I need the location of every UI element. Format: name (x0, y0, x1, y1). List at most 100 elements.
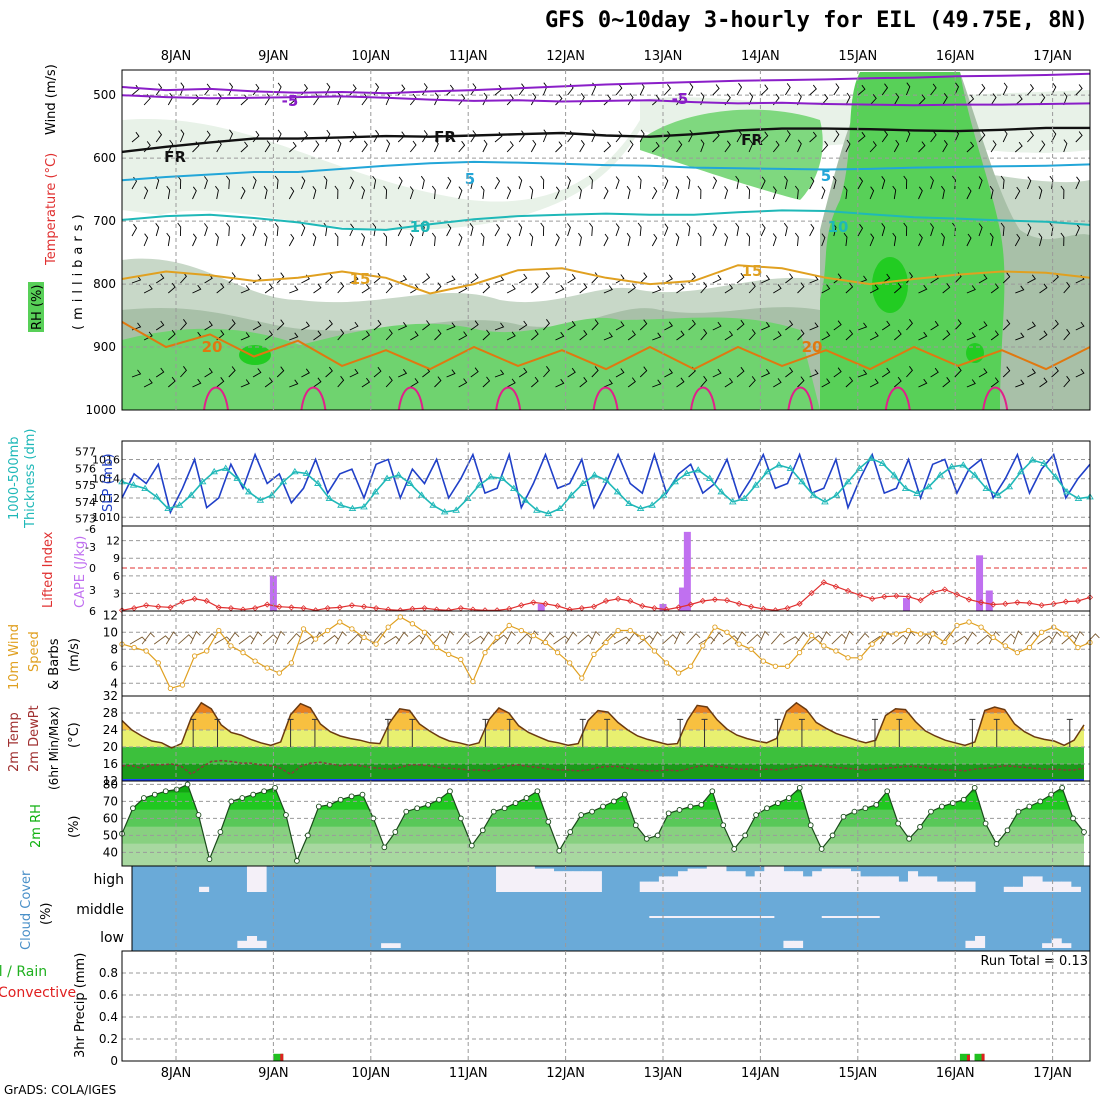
wind-barb (543, 366, 550, 378)
lifted-marker (1002, 600, 1009, 607)
wind-barb (603, 94, 612, 106)
precip-tick-label: 0.4 (99, 1010, 118, 1024)
wind-barb (797, 139, 802, 153)
isotherm-line (203, 386, 229, 411)
rh-marker (1004, 827, 1011, 834)
wind-barb (1039, 140, 1046, 153)
precip-tick-label: 0.2 (99, 1032, 118, 1046)
wind-barb (589, 175, 593, 190)
wind-barb (313, 377, 322, 388)
wind-barb (893, 139, 900, 153)
wind-barb (214, 636, 232, 645)
wind-barb (543, 319, 550, 331)
thickness-marker (809, 491, 818, 498)
wind-barb (760, 176, 766, 190)
thickness-marker (682, 469, 691, 476)
wind-barb (809, 176, 815, 190)
wind-barb (409, 140, 417, 153)
wind-barb (531, 282, 539, 294)
wind-barb (398, 275, 408, 284)
wind-barb (334, 185, 339, 200)
wind-speed-marker (784, 663, 791, 669)
rh-marker (184, 781, 191, 788)
wind-barb (361, 377, 371, 388)
rh-marker (698, 801, 705, 808)
wind-barb (240, 285, 250, 294)
wind-barb (288, 233, 295, 247)
wind-barb (1063, 328, 1071, 341)
wind-barb (458, 93, 466, 106)
wind-speed-marker (252, 658, 258, 664)
wind-barb (589, 630, 601, 645)
lifted-marker (336, 604, 343, 611)
wind-barb (893, 92, 900, 106)
wind-barb (966, 94, 975, 106)
wind-barb (761, 369, 771, 378)
date-label-bottom: 16JAN (936, 1066, 975, 1081)
wind-barb (978, 83, 986, 96)
wind-barb (180, 319, 187, 331)
thickness-marker (371, 487, 380, 495)
thickness-marker (417, 491, 426, 498)
wind-barb (480, 185, 485, 200)
rh-marker (632, 822, 639, 829)
wind-barb (143, 378, 153, 388)
cape-bar (985, 590, 993, 611)
wind-barb (746, 232, 751, 247)
wind-barb (652, 141, 660, 153)
wind-speed-marker (663, 660, 670, 666)
date-label-top: 13JAN (644, 49, 683, 64)
wind-speed-marker (579, 675, 585, 681)
wind-barb (785, 367, 794, 378)
wind-barb (398, 322, 408, 331)
wind-barb (323, 634, 339, 645)
wind-barb (664, 274, 673, 284)
wind-barb (482, 376, 491, 388)
rh-band (122, 809, 1084, 827)
wind-barb (155, 367, 165, 378)
wind-barb (482, 282, 491, 294)
wind-barb (674, 630, 685, 645)
thickness-marker (786, 464, 795, 471)
wind-barb (651, 233, 658, 247)
slp-tick-label: 1016 (92, 453, 120, 466)
wind-barb (1051, 129, 1057, 143)
wind-speed-marker (361, 634, 367, 640)
isotherm-line (787, 386, 814, 411)
wind-barb (797, 329, 805, 341)
precip-convective-bar (966, 1054, 970, 1061)
wind-speed-marker (518, 627, 524, 634)
wind-barb (821, 284, 831, 294)
precip-total-bar (273, 1053, 284, 1061)
wind-barb (675, 186, 680, 200)
rh-marker (315, 803, 322, 810)
rh-marker (195, 812, 202, 818)
wind-barb (276, 366, 285, 378)
wind-speed-marker (143, 648, 149, 654)
wind-barb (1049, 175, 1054, 190)
temp-tick-label: 24 (103, 723, 118, 737)
wind-barb (359, 630, 370, 645)
lifted-marker (687, 601, 694, 608)
wind-barb (383, 185, 388, 200)
wind-barb (843, 232, 848, 247)
wind-barb (480, 232, 485, 247)
wind-barb (578, 232, 582, 247)
wind-barb (881, 130, 889, 143)
wind-barb (530, 139, 537, 153)
wind-barb (964, 631, 977, 645)
rh-marker (851, 808, 858, 815)
lifted-tick-label: 3 (89, 584, 96, 597)
isotherm-line (495, 386, 522, 411)
wind-barb (555, 141, 563, 153)
wind-barb (639, 129, 645, 143)
wind-barb (216, 377, 225, 388)
thickness-marker (982, 484, 991, 491)
thickness-marker (1005, 482, 1014, 490)
wind-barb (190, 630, 201, 645)
wind-tick-label: 10 (103, 625, 118, 639)
wind-barb (361, 330, 371, 341)
isotherm-line (121, 209, 1091, 231)
